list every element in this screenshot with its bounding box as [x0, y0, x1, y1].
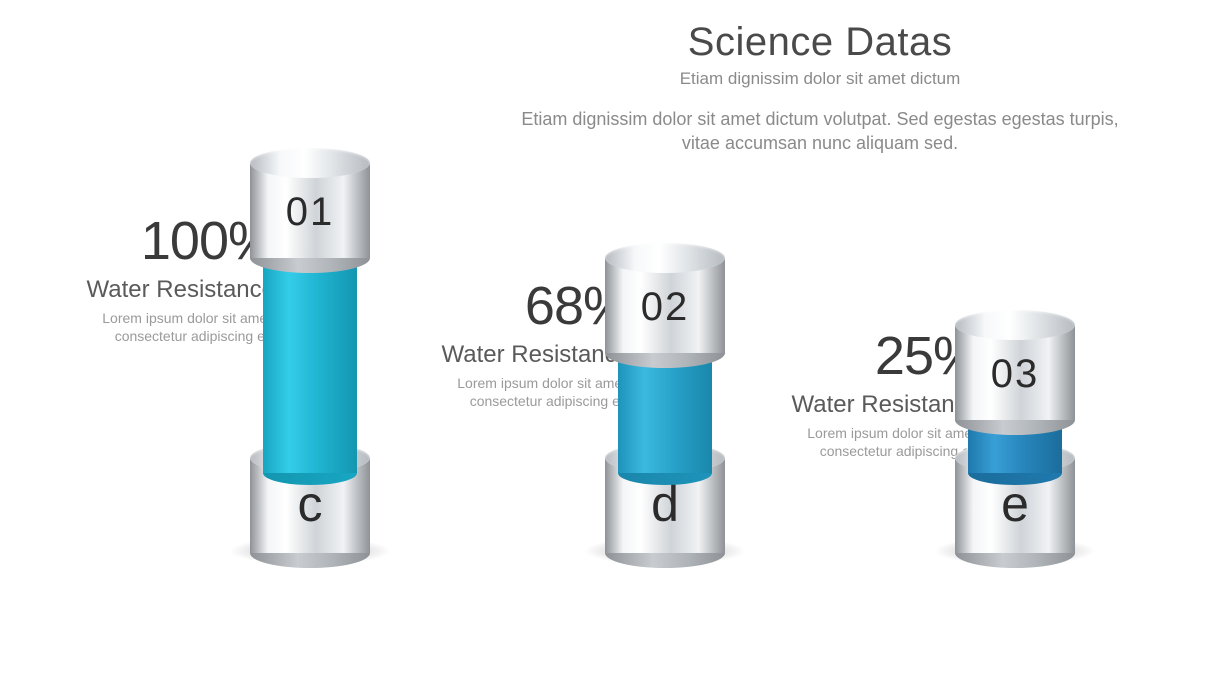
cylinder-top-cap: 01 — [250, 163, 370, 258]
percent-description: Lorem ipsum dolor sit amet, consectetur … — [400, 375, 630, 410]
percent-value: 25% — [750, 325, 980, 387]
percent-label: Water Resistance — [400, 341, 630, 369]
cylinder-number: 01 — [250, 190, 370, 235]
infographic-canvas: Science Datas Etiam dignissim dolor sit … — [0, 0, 1205, 678]
column-text: 25% Water Resistance Lorem ipsum dolor s… — [750, 325, 980, 460]
col-3: 25% Water Resistance Lorem ipsum dolor s… — [750, 0, 1130, 678]
cylinder: e 03 — [955, 325, 1075, 553]
percent-value: 100% — [45, 210, 275, 272]
cylinder-top-cap: 03 — [955, 325, 1075, 420]
percent-label: Water Resistance — [750, 391, 980, 419]
percent-label: Water Resistance — [45, 276, 275, 304]
percent-description: Lorem ipsum dolor sit amet, consectetur … — [45, 310, 275, 345]
column-text: 68% Water Resistance Lorem ipsum dolor s… — [400, 275, 630, 410]
cylinder-tube — [263, 243, 357, 473]
col-2: 68% Water Resistance Lorem ipsum dolor s… — [400, 0, 780, 678]
col-1: 100% Water Resistance Lorem ipsum dolor … — [45, 0, 425, 678]
cylinder: d 02 — [605, 258, 725, 553]
cylinder-top-cap: 02 — [605, 258, 725, 353]
percent-value: 68% — [400, 275, 630, 337]
percent-description: Lorem ipsum dolor sit amet, consectetur … — [750, 425, 980, 460]
cylinder-number: 02 — [605, 285, 725, 330]
column-text: 100% Water Resistance Lorem ipsum dolor … — [45, 210, 275, 345]
cylinder-number: 03 — [955, 352, 1075, 397]
cylinder: c 01 — [250, 163, 370, 553]
